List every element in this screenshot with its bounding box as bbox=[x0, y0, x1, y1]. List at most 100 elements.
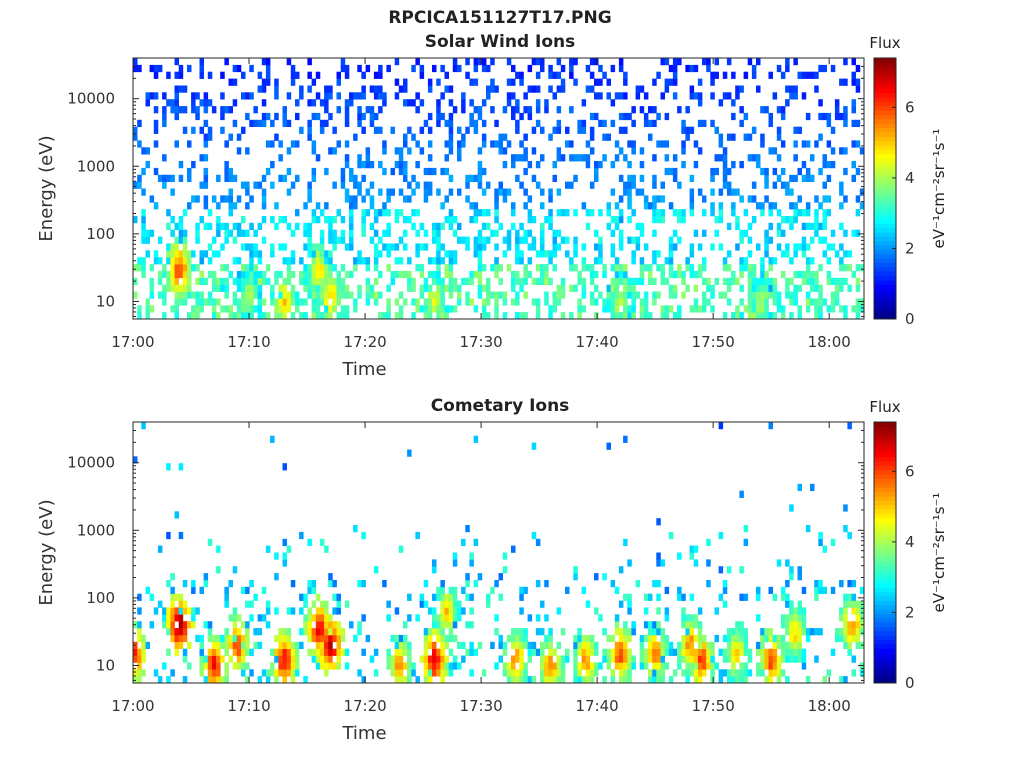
spectrogram-cell bbox=[178, 257, 184, 265]
spectrogram-cell bbox=[216, 669, 221, 677]
spectrogram-cell bbox=[664, 586, 670, 595]
spectrogram-cell bbox=[515, 174, 520, 183]
spectrogram-cell bbox=[560, 78, 566, 86]
spectrogram-cell bbox=[440, 641, 445, 650]
spectrogram-cell bbox=[656, 71, 661, 79]
spectrogram-cell bbox=[702, 264, 707, 272]
spectrogram-cell bbox=[224, 669, 229, 677]
spectrogram-cell bbox=[747, 195, 753, 203]
spectrogram-cell bbox=[623, 112, 628, 121]
spectrogram-cell bbox=[187, 270, 192, 279]
spectrogram-cell bbox=[236, 64, 242, 73]
spectrogram-cell bbox=[602, 648, 607, 656]
spectrogram-cell bbox=[797, 600, 802, 608]
spectrogram-cell bbox=[739, 312, 744, 320]
spectrogram-cell bbox=[739, 628, 744, 636]
spectrogram-cell bbox=[432, 662, 437, 670]
spectrogram-cell bbox=[498, 222, 503, 231]
spectrogram-cell bbox=[486, 298, 491, 306]
spectrogram-cell bbox=[668, 264, 674, 272]
spectrogram-cell bbox=[548, 669, 553, 677]
spectrogram-cell bbox=[523, 662, 528, 670]
spectrogram-cell bbox=[498, 655, 503, 663]
spectrogram-cell bbox=[486, 284, 491, 292]
spectrogram-cell bbox=[444, 85, 449, 93]
spectrogram-cell bbox=[726, 284, 732, 292]
spectrogram-cell bbox=[457, 154, 462, 162]
spectrogram-cell bbox=[477, 174, 483, 183]
spectrogram-cell bbox=[344, 662, 350, 670]
spectrogram-cell bbox=[519, 641, 524, 650]
colorbar-tick-label: 4 bbox=[905, 169, 915, 187]
spectrogram-cell bbox=[606, 655, 611, 663]
spectrogram-cell bbox=[170, 586, 175, 595]
spectrogram-cell bbox=[452, 621, 458, 629]
spectrogram-cell bbox=[174, 112, 179, 121]
spectrogram-cell bbox=[386, 195, 391, 203]
spectrogram-cell bbox=[764, 243, 769, 251]
spectrogram-cell bbox=[178, 600, 184, 608]
spectrogram-cell bbox=[253, 641, 258, 650]
spectrogram-cell bbox=[232, 648, 238, 656]
spectrogram-cell bbox=[211, 312, 217, 320]
spectrogram-cell bbox=[535, 161, 541, 169]
spectrogram-cell bbox=[548, 277, 553, 286]
spectrogram-cell bbox=[511, 78, 516, 86]
spectrogram-cell bbox=[502, 648, 508, 656]
spectrogram-cell bbox=[440, 586, 445, 595]
spectrogram-cell bbox=[556, 284, 562, 292]
spectrogram-cell bbox=[623, 71, 628, 79]
spectrogram-cell bbox=[178, 593, 184, 601]
spectrogram-cell bbox=[672, 71, 678, 79]
spectrogram-cell bbox=[735, 243, 740, 251]
spectrogram-cell bbox=[627, 181, 632, 189]
spectrogram-cell bbox=[407, 614, 412, 622]
spectrogram-cell bbox=[697, 621, 703, 629]
spectrogram-cell bbox=[191, 621, 196, 629]
spectrogram-cell bbox=[535, 628, 541, 636]
spectrogram-cell bbox=[797, 312, 802, 320]
spectrogram-cell bbox=[224, 58, 229, 66]
spectrogram-cell bbox=[432, 559, 437, 567]
spectrogram-cell bbox=[157, 64, 163, 73]
spectrogram-cell bbox=[236, 133, 242, 141]
spectrogram-cell bbox=[560, 669, 566, 677]
spectrogram-cell bbox=[535, 538, 541, 547]
spectrogram-cell bbox=[627, 676, 632, 684]
spectrogram-cell bbox=[843, 277, 848, 286]
spectrogram-cell bbox=[780, 71, 786, 79]
spectrogram-cell bbox=[585, 669, 591, 677]
spectrogram-cell bbox=[141, 216, 146, 224]
spectrogram-cell bbox=[527, 229, 533, 237]
spectrogram-cell bbox=[440, 600, 445, 608]
spectrogram-cell bbox=[681, 216, 686, 224]
spectrogram-cell bbox=[378, 106, 383, 114]
spectrogram-cell bbox=[299, 85, 304, 93]
spectrogram-cell bbox=[365, 161, 371, 169]
spectrogram-cell bbox=[265, 676, 271, 684]
spectrogram-cell bbox=[681, 614, 686, 622]
spectrogram-cell bbox=[776, 106, 782, 114]
spectrogram-cell bbox=[141, 209, 146, 217]
spectrogram-cell bbox=[681, 291, 686, 299]
colorbar-segment bbox=[874, 97, 896, 102]
spectrogram-cell bbox=[373, 250, 379, 258]
spectrogram-cell bbox=[427, 662, 433, 670]
spectrogram-cell bbox=[739, 621, 744, 629]
spectrogram-cell bbox=[324, 648, 329, 656]
spectrogram-cell bbox=[315, 257, 321, 265]
spectrogram-cell bbox=[751, 126, 757, 134]
spectrogram-cell bbox=[448, 257, 454, 265]
colorbar-segment bbox=[874, 184, 896, 189]
spectrogram-cell bbox=[319, 655, 325, 663]
spectrogram-cell bbox=[618, 126, 624, 134]
spectrogram-cell bbox=[793, 614, 798, 622]
spectrogram-cell bbox=[747, 236, 753, 244]
spectrogram-cell bbox=[245, 147, 250, 155]
spectrogram-cell bbox=[660, 195, 665, 203]
spectrogram-cell bbox=[585, 140, 591, 148]
spectrogram-cell bbox=[535, 71, 541, 79]
spectrogram-cell bbox=[249, 648, 254, 656]
spectrogram-cell bbox=[851, 600, 856, 608]
spectrogram-cell bbox=[153, 119, 159, 128]
